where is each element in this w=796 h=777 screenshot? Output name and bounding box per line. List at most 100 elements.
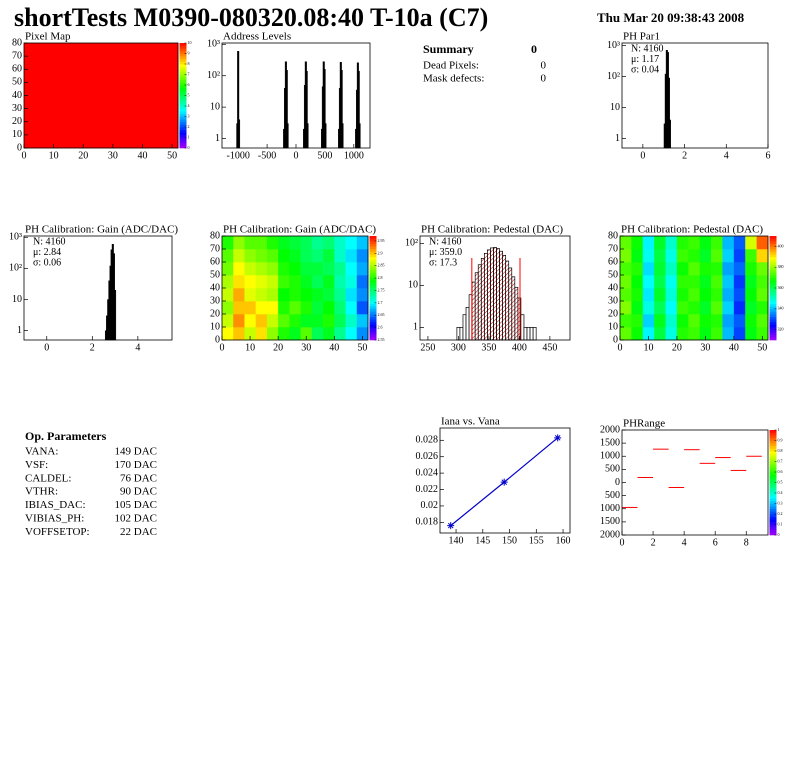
heat-cell <box>334 275 346 289</box>
colorbar-step <box>769 254 777 258</box>
summary-label: Mask defects: <box>423 73 484 85</box>
colorbar-step <box>769 308 777 312</box>
histogram-bar <box>505 260 510 341</box>
heat-cell <box>323 262 335 276</box>
y-tick-label: 1 <box>615 133 620 144</box>
y-tick-label: 50 <box>608 269 618 280</box>
plot-frame <box>621 42 769 149</box>
x-tick-label: 40 <box>137 150 147 161</box>
parameter-value: 76 DAC <box>120 472 157 484</box>
colorbar-step <box>369 293 377 297</box>
heat-cell <box>665 262 678 276</box>
heat-cell <box>733 249 746 263</box>
colorbar-step <box>769 532 777 536</box>
histogram-bar <box>341 123 344 149</box>
histogram-bar <box>306 123 309 149</box>
heat-cell <box>233 301 245 315</box>
heat-cell <box>711 262 723 276</box>
colorbar-step <box>369 275 377 278</box>
x-tick-label: 0 <box>618 342 623 353</box>
heat-cell <box>699 288 712 302</box>
colorbar-step <box>369 288 377 291</box>
heat-cell <box>255 327 268 341</box>
heat-cell <box>745 275 757 289</box>
histogram-bar <box>523 327 528 341</box>
y-tick-label: 30 <box>210 295 220 306</box>
chart-pad: PH Calibration: Pedestal (DAC)0 10 20 30 40 5… <box>608 224 784 354</box>
colorbar-step <box>769 280 777 284</box>
histogram-bar <box>532 327 537 341</box>
colorbar-step <box>769 437 777 441</box>
heat-cell <box>688 249 700 263</box>
y-tick-label: 10 <box>210 321 220 332</box>
stats-line: μ: 359.0 <box>429 247 462 258</box>
heat-cell <box>620 236 632 250</box>
colorbar-step <box>369 314 377 317</box>
colorbar-step <box>769 295 777 299</box>
x-tick-label: 0 <box>22 150 27 161</box>
heat-cell <box>345 327 358 341</box>
stats-line: σ: 0.06 <box>33 257 61 268</box>
y-tick-label: 1 <box>17 325 22 336</box>
colorbar-step <box>369 251 377 255</box>
colorbar-step <box>369 303 377 307</box>
colorbar-step <box>369 262 377 265</box>
z-tick-label: 1 <box>188 134 190 139</box>
colorbar-step <box>179 100 187 104</box>
stats-line: μ: 2.84 <box>33 247 61 258</box>
y-tick-label: 10³ <box>607 40 620 51</box>
colorbar-step <box>179 121 187 125</box>
histogram-bar <box>358 123 361 149</box>
heat-cell <box>654 288 666 302</box>
x-tick-label: 10 <box>49 150 59 161</box>
heat-cell <box>711 301 723 315</box>
colorbar-step <box>769 275 777 278</box>
y-tick-label: 70 <box>210 243 220 254</box>
colorbar-step <box>769 490 777 494</box>
z-tick-label: 5 <box>188 92 190 97</box>
y-tick-label: 70 <box>608 243 618 254</box>
x-tick-label: 250 <box>420 342 435 353</box>
y-tick-label: 0.022 <box>416 484 439 495</box>
colorbar-step <box>769 337 777 341</box>
colorbar-step <box>179 69 187 73</box>
heat-cell <box>266 327 279 341</box>
histogram-bar <box>459 327 464 341</box>
colorbar-step <box>179 61 187 65</box>
heat-cell <box>356 275 369 289</box>
x-tick-label: 0 <box>44 342 49 353</box>
y-tick-label: 70 <box>12 50 22 61</box>
colorbar-step <box>179 129 187 133</box>
heat-cell <box>642 301 655 315</box>
heat-cell <box>345 249 358 263</box>
colorbar-step <box>769 290 777 294</box>
x-tick-label: 6 <box>713 537 718 548</box>
data-marker <box>447 522 455 530</box>
heat-cell <box>688 236 700 250</box>
heat-cell <box>244 275 256 289</box>
heat-cell <box>255 301 268 315</box>
heat-cell <box>334 236 346 250</box>
colorbar-step <box>369 236 377 239</box>
colorbar-step <box>369 321 377 325</box>
heat-cell <box>244 301 256 315</box>
histogram-bar <box>496 248 500 341</box>
heat-cell <box>699 327 712 341</box>
heat-cell <box>289 301 301 315</box>
z-tick-label: 2 <box>188 124 190 129</box>
heat-cell <box>676 236 689 250</box>
colorbar-step <box>769 506 777 510</box>
heat-cell <box>654 314 666 328</box>
heat-cell <box>676 327 689 341</box>
y-tick-label: 0.024 <box>416 467 439 478</box>
colorbar-step <box>369 254 377 258</box>
heat-cell <box>266 249 279 263</box>
chart-title: PH Par1 <box>623 31 660 43</box>
heat-cell <box>711 327 723 341</box>
heat-cell <box>620 327 632 341</box>
x-tick-label: -500 <box>258 150 276 161</box>
heat-cell <box>733 236 746 250</box>
heat-cell <box>733 262 746 276</box>
y-tick-label: 1000 <box>600 451 620 462</box>
colorbar-step <box>769 306 777 310</box>
